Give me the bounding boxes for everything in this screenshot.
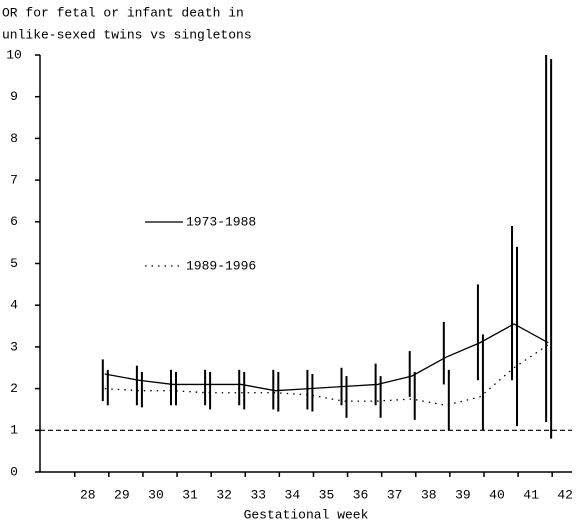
y-tick-label: 3 — [10, 339, 18, 354]
x-tick-label: 39 — [455, 487, 471, 502]
x-tick-label: 29 — [114, 487, 130, 502]
chart-title-line: OR for fetal or infant death in — [2, 5, 244, 20]
x-tick-label: 30 — [148, 487, 164, 502]
x-tick-label: 35 — [319, 487, 335, 502]
x-tick-label: 37 — [387, 487, 403, 502]
x-tick-label: 36 — [353, 487, 369, 502]
y-tick-label: 10 — [6, 47, 22, 62]
y-tick-label: 0 — [10, 464, 18, 479]
y-tick-label: 9 — [10, 89, 18, 104]
y-tick-label: 5 — [10, 256, 18, 271]
x-tick-label: 42 — [557, 487, 573, 502]
series-line — [104, 323, 549, 392]
x-tick-label: 40 — [489, 487, 505, 502]
y-tick-label: 7 — [10, 173, 18, 188]
legend-label: 1973-1988 — [186, 214, 256, 229]
y-tick-label: 6 — [10, 214, 18, 229]
x-tick-label: 38 — [421, 487, 437, 502]
y-tick-label: 2 — [10, 381, 18, 396]
x-tick-label: 28 — [80, 487, 96, 502]
y-tick-label: 4 — [10, 298, 18, 313]
x-axis-label: Gestational week — [244, 507, 369, 522]
x-tick-label: 41 — [523, 487, 539, 502]
legend-label: 1989-1996 — [186, 258, 256, 273]
x-tick-label: 32 — [216, 487, 232, 502]
y-tick-label: 1 — [10, 423, 18, 438]
x-tick-label: 33 — [250, 487, 266, 502]
chart-title-line: unlike-sexed twins vs singletons — [2, 27, 252, 42]
y-tick-label: 8 — [10, 131, 18, 146]
x-tick-label: 34 — [285, 487, 301, 502]
series-line — [104, 344, 549, 406]
x-tick-label: 31 — [182, 487, 198, 502]
